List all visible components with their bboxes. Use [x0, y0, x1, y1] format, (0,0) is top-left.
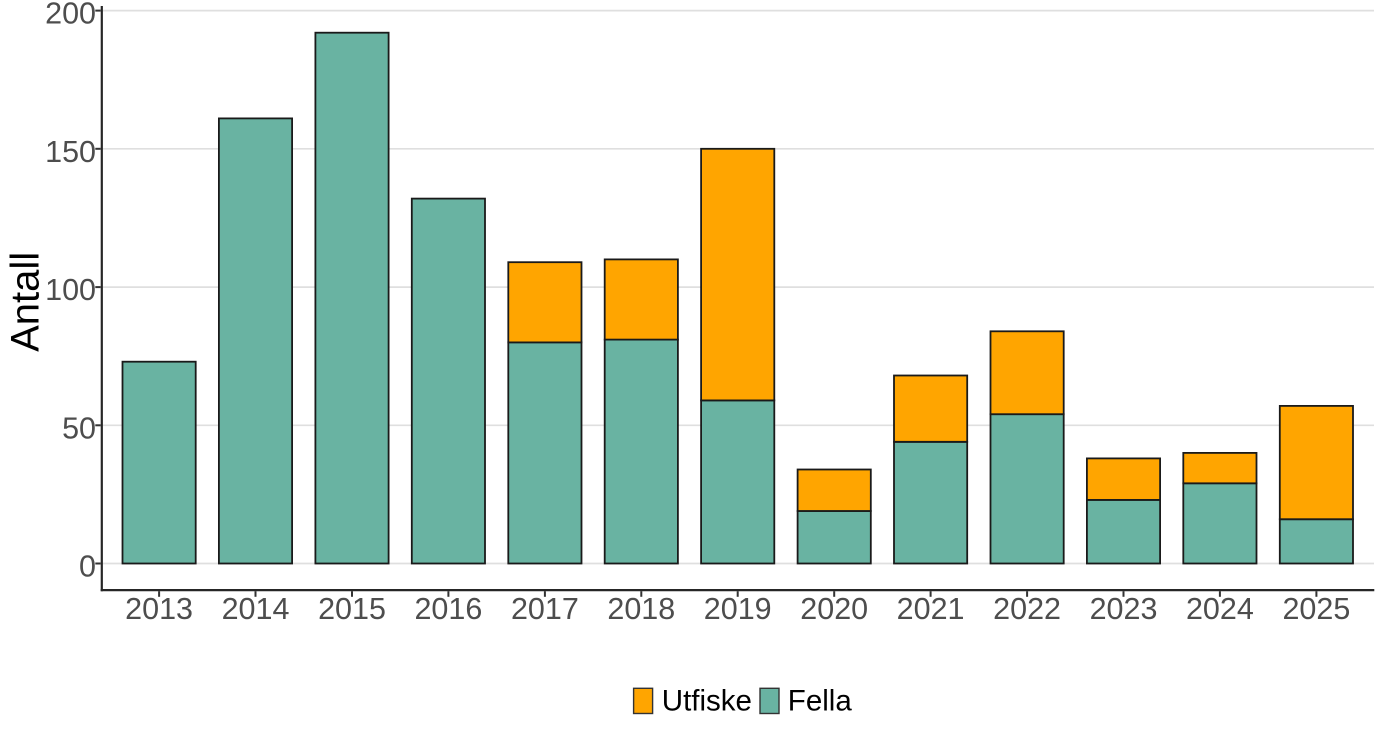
svg-text:2021: 2021 — [897, 592, 965, 626]
svg-text:2019: 2019 — [704, 592, 772, 626]
svg-text:Fella: Fella — [788, 684, 853, 717]
svg-text:2022: 2022 — [993, 592, 1061, 626]
svg-text:Antall: Antall — [4, 252, 48, 352]
svg-text:2023: 2023 — [1090, 592, 1158, 626]
svg-text:2017: 2017 — [511, 592, 579, 626]
svg-text:2015: 2015 — [318, 592, 386, 626]
svg-text:Utfiske: Utfiske — [662, 684, 752, 717]
svg-text:2018: 2018 — [607, 592, 675, 626]
svg-text:0: 0 — [79, 550, 96, 584]
svg-text:200: 200 — [45, 0, 96, 31]
svg-text:50: 50 — [62, 411, 96, 445]
svg-text:2014: 2014 — [222, 592, 290, 626]
svg-text:150: 150 — [45, 135, 96, 169]
svg-text:2025: 2025 — [1282, 592, 1350, 626]
svg-text:2013: 2013 — [125, 592, 193, 626]
svg-text:2024: 2024 — [1186, 592, 1254, 626]
svg-text:100: 100 — [45, 273, 96, 307]
svg-text:2020: 2020 — [800, 592, 868, 626]
svg-text:2016: 2016 — [414, 592, 482, 626]
